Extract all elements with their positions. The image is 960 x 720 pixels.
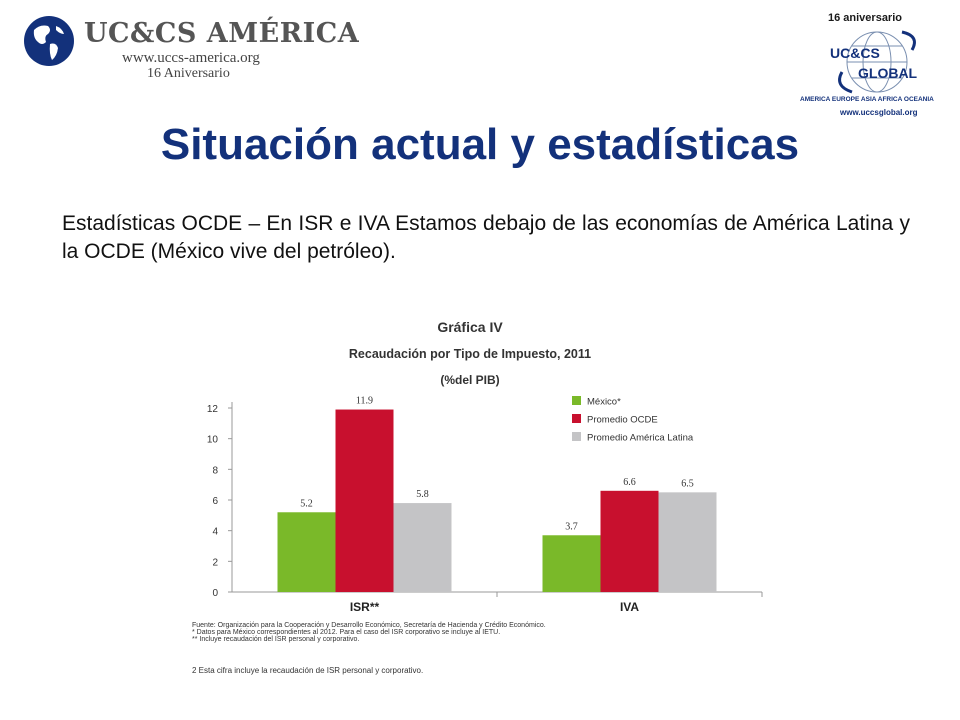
x-category-label: ISR** [350, 600, 380, 614]
legend-swatch [572, 414, 581, 423]
bar-value-label: 3.7 [565, 521, 578, 532]
page-title: Situación actual y estadísticas [160, 120, 800, 169]
bar-value-label: 11.9 [356, 396, 373, 407]
y-tick-label: 12 [207, 404, 219, 415]
logo-anniversary-right: 16 aniversario [828, 12, 902, 24]
chart-subtitle: Recaudación por Tipo de Impuesto, 2011 [349, 347, 591, 361]
bar [277, 512, 336, 592]
bar-chart: Gráfica IV Recaudación por Tipo de Impue… [207, 319, 763, 614]
uccs-america-logo: UC&CS AMÉRICA www.uccs-america.org 16 An… [22, 14, 359, 81]
chart-unit: (%del PIB) [440, 373, 499, 387]
bar-value-label: 6.5 [681, 478, 694, 489]
y-tick-label: 6 [212, 496, 218, 507]
logo-website: www.uccs-america.org [122, 50, 260, 66]
chart-title: Gráfica IV [437, 319, 503, 335]
bar [335, 409, 394, 592]
logo-website-right: www.uccsglobal.org [840, 108, 918, 117]
bar-value-label: 6.6 [623, 477, 636, 488]
logo-brand-top: UC&CS [830, 45, 880, 61]
chart-note: 2 Esta cifra incluye la recaudación de I… [192, 666, 424, 675]
globe-icon [24, 16, 74, 66]
legend-swatch [572, 432, 581, 441]
legend-label: Promedio OCDE [587, 415, 658, 426]
y-tick-label: 2 [212, 557, 218, 568]
legend-label: Promedio América Latina [587, 433, 694, 444]
logo-brand-bottom: GLOBAL [858, 65, 918, 81]
footnote-source: Fuente: Organización para la Cooperación… [192, 622, 546, 629]
footnote-mexico: * Datos para México correspondientes al … [192, 629, 501, 636]
y-tick-label: 8 [212, 465, 218, 476]
legend-swatch [572, 396, 581, 405]
bar-value-label: 5.2 [300, 498, 313, 509]
logo-brand: UC&CS AMÉRICA [84, 18, 360, 49]
chart-footnotes: Fuente: Organización para la Cooperación… [192, 622, 546, 643]
uccs-global-logo: 16 aniversario UC&CS GLOBAL AMERICA EURO… [800, 10, 950, 120]
bar [658, 492, 717, 592]
y-tick-label: 4 [212, 527, 218, 538]
y-tick-label: 10 [207, 435, 219, 446]
logo-anniversary: 16 Aniversario [147, 66, 230, 81]
y-tick-label: 0 [212, 588, 218, 599]
globe-arrows-icon: UC&CS GLOBAL [830, 30, 918, 94]
bar-value-label: 5.8 [416, 489, 429, 500]
intro-text: Estadísticas OCDE – En ISR e IVA Estamos… [62, 212, 910, 263]
footnote-isr: ** Incluye recaudación del ISR personal … [192, 636, 360, 643]
logo-continents: AMERICA EUROPE ASIA AFRICA OCEANIA [800, 96, 934, 103]
x-category-label: IVA [620, 600, 639, 614]
legend-label: México* [587, 397, 621, 408]
bar [600, 490, 659, 592]
bar [393, 503, 452, 592]
bar [542, 535, 601, 592]
